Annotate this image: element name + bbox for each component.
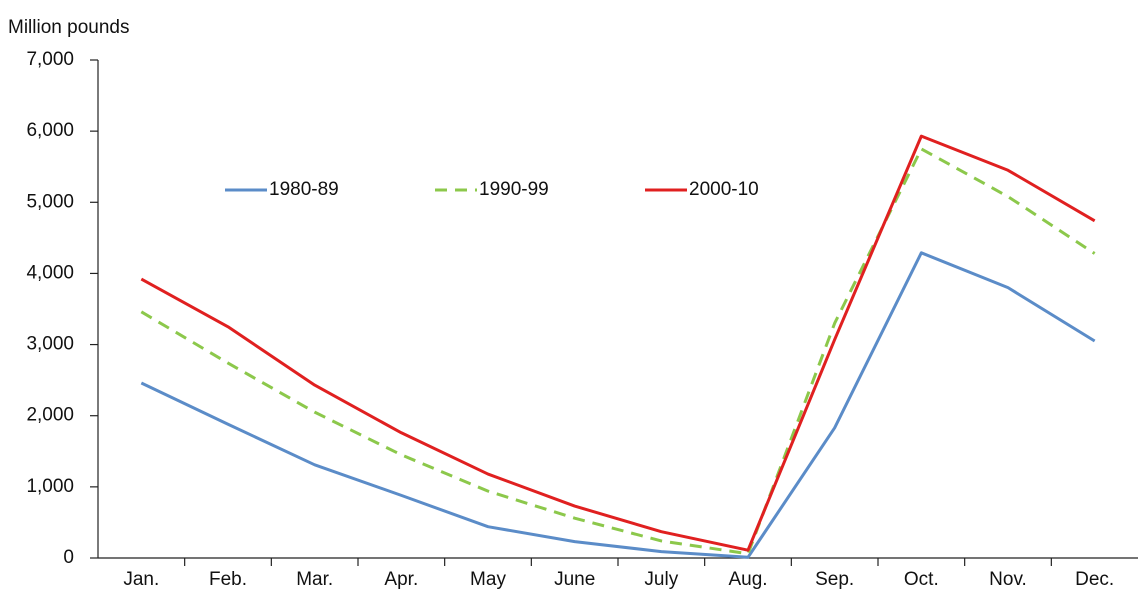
x-tick-label: Aug. (728, 569, 767, 590)
legend-label: 1980-89 (269, 179, 339, 200)
y-tick-label: 3,000 (26, 334, 74, 355)
line-series (140, 147, 1096, 556)
y-tick-label: 0 (63, 547, 74, 568)
x-tick-label: Mar. (296, 569, 333, 590)
x-tick-label: Feb. (209, 569, 247, 590)
y-tick-label: 6,000 (26, 120, 74, 141)
y-tick-label: 4,000 (26, 262, 74, 283)
x-tick-label: Nov. (989, 569, 1027, 590)
legend-label: 2000-10 (689, 179, 759, 200)
y-tick-label: 7,000 (26, 49, 74, 70)
x-tick-label: Jan. (123, 569, 159, 590)
x-tick-label: Apr. (384, 569, 418, 590)
y-axis-label: Million pounds (8, 17, 129, 38)
y-tick-label: 5,000 (26, 191, 74, 212)
x-tick-label: Dec. (1075, 569, 1114, 590)
x-tick-label: July (644, 569, 678, 590)
line-series (140, 251, 1096, 559)
x-tick-label: June (554, 569, 595, 590)
y-tick-label: 1,000 (26, 476, 74, 497)
x-tick-label: Sep. (815, 569, 854, 590)
y-tick-label: 2,000 (26, 405, 74, 426)
x-tick-label: Oct. (904, 569, 939, 590)
line-series (140, 134, 1096, 552)
x-tick-label: May (470, 569, 506, 590)
legend-label: 1990-99 (479, 179, 549, 200)
